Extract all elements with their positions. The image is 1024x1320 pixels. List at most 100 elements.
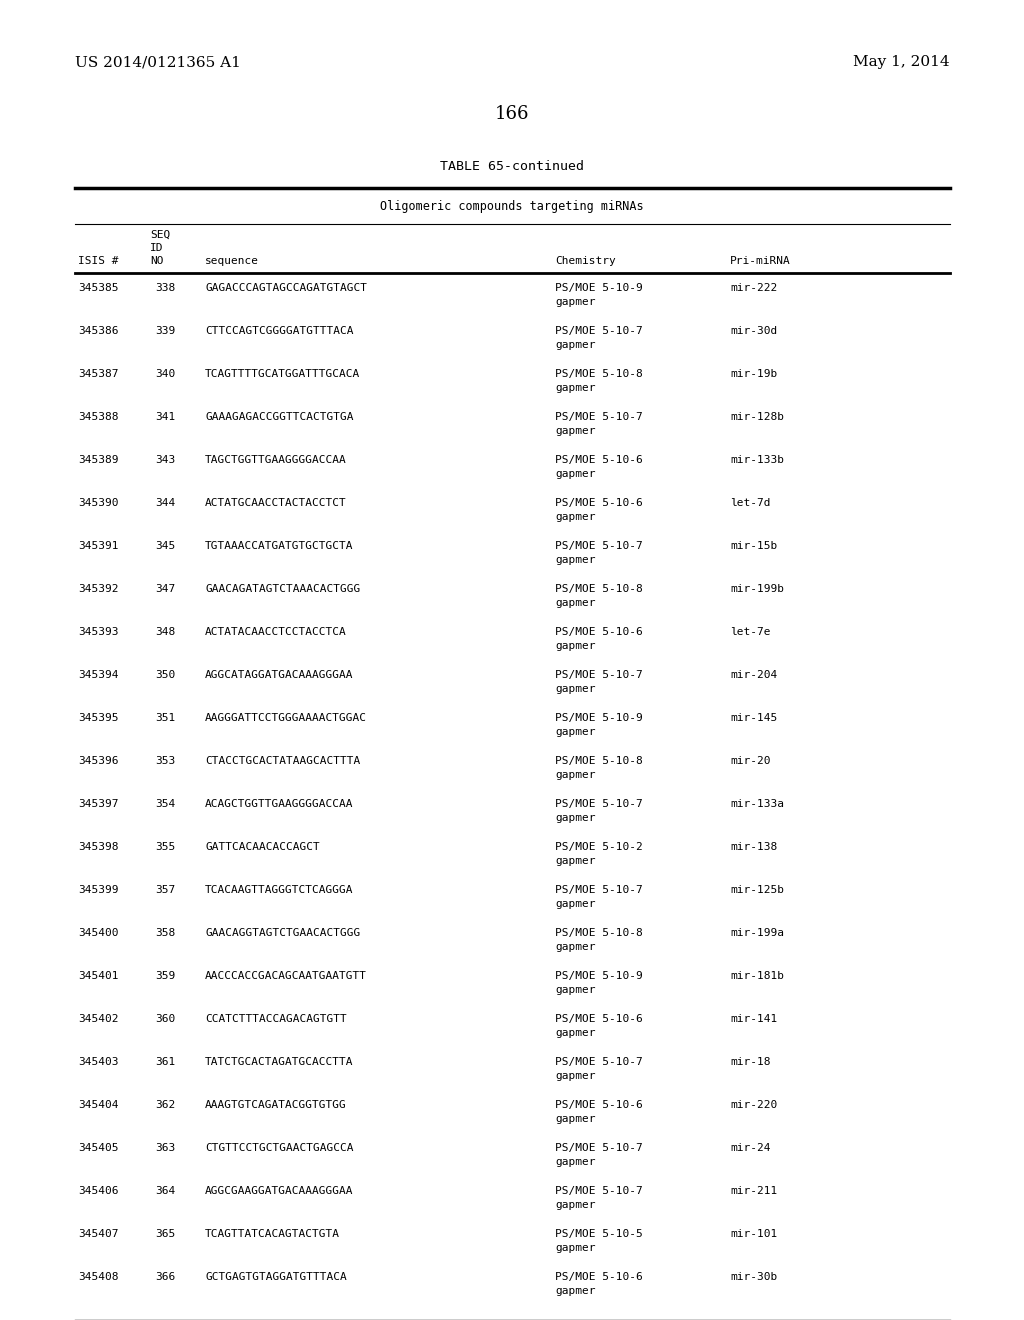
Text: GCTGAGTGTAGGATGTTTACA: GCTGAGTGTAGGATGTTTACA xyxy=(205,1272,347,1282)
Text: gapmer: gapmer xyxy=(555,341,596,350)
Text: PS/MOE 5-10-6: PS/MOE 5-10-6 xyxy=(555,1272,643,1282)
Text: 355: 355 xyxy=(155,842,175,851)
Text: PS/MOE 5-10-9: PS/MOE 5-10-9 xyxy=(555,282,643,293)
Text: mir-128b: mir-128b xyxy=(730,412,784,422)
Text: mir-220: mir-220 xyxy=(730,1100,777,1110)
Text: 345388: 345388 xyxy=(78,412,119,422)
Text: gapmer: gapmer xyxy=(555,1243,596,1253)
Text: PS/MOE 5-10-9: PS/MOE 5-10-9 xyxy=(555,713,643,723)
Text: 345387: 345387 xyxy=(78,370,119,379)
Text: 341: 341 xyxy=(155,412,175,422)
Text: gapmer: gapmer xyxy=(555,855,596,866)
Text: 363: 363 xyxy=(155,1143,175,1152)
Text: 344: 344 xyxy=(155,498,175,508)
Text: mir-15b: mir-15b xyxy=(730,541,777,550)
Text: TGTAAACCATGATGTGCTGCTA: TGTAAACCATGATGTGCTGCTA xyxy=(205,541,353,550)
Text: TCAGTTATCACAGTACTGTA: TCAGTTATCACAGTACTGTA xyxy=(205,1229,340,1239)
Text: 365: 365 xyxy=(155,1229,175,1239)
Text: PS/MOE 5-10-7: PS/MOE 5-10-7 xyxy=(555,541,643,550)
Text: 345403: 345403 xyxy=(78,1057,119,1067)
Text: 345396: 345396 xyxy=(78,756,119,766)
Text: sequence: sequence xyxy=(205,256,259,267)
Text: 345385: 345385 xyxy=(78,282,119,293)
Text: Pri-miRNA: Pri-miRNA xyxy=(730,256,791,267)
Text: GAACAGGTAGTCTGAACACTGGG: GAACAGGTAGTCTGAACACTGGG xyxy=(205,928,360,939)
Text: gapmer: gapmer xyxy=(555,1071,596,1081)
Text: gapmer: gapmer xyxy=(555,512,596,521)
Text: PS/MOE 5-10-7: PS/MOE 5-10-7 xyxy=(555,1143,643,1152)
Text: gapmer: gapmer xyxy=(555,426,596,436)
Text: gapmer: gapmer xyxy=(555,813,596,822)
Text: gapmer: gapmer xyxy=(555,985,596,995)
Text: 348: 348 xyxy=(155,627,175,638)
Text: gapmer: gapmer xyxy=(555,1200,596,1210)
Text: GATTCACAACACCAGCT: GATTCACAACACCAGCT xyxy=(205,842,319,851)
Text: mir-24: mir-24 xyxy=(730,1143,770,1152)
Text: mir-20: mir-20 xyxy=(730,756,770,766)
Text: mir-19b: mir-19b xyxy=(730,370,777,379)
Text: TABLE 65-continued: TABLE 65-continued xyxy=(440,160,584,173)
Text: GAACAGATAGTCTAAACACTGGG: GAACAGATAGTCTAAACACTGGG xyxy=(205,583,360,594)
Text: mir-125b: mir-125b xyxy=(730,884,784,895)
Text: 345398: 345398 xyxy=(78,842,119,851)
Text: 345408: 345408 xyxy=(78,1272,119,1282)
Text: gapmer: gapmer xyxy=(555,297,596,308)
Text: gapmer: gapmer xyxy=(555,554,596,565)
Text: 345391: 345391 xyxy=(78,541,119,550)
Text: GAAAGAGACCGGTTCACTGTGA: GAAAGAGACCGGTTCACTGTGA xyxy=(205,412,353,422)
Text: NO: NO xyxy=(150,256,164,267)
Text: 339: 339 xyxy=(155,326,175,337)
Text: 343: 343 xyxy=(155,455,175,465)
Text: 345389: 345389 xyxy=(78,455,119,465)
Text: PS/MOE 5-10-5: PS/MOE 5-10-5 xyxy=(555,1229,643,1239)
Text: gapmer: gapmer xyxy=(555,770,596,780)
Text: gapmer: gapmer xyxy=(555,942,596,952)
Text: AGGCGAAGGATGACAAAGGGAA: AGGCGAAGGATGACAAAGGGAA xyxy=(205,1185,353,1196)
Text: TAGCTGGTTGAAGGGGACCAA: TAGCTGGTTGAAGGGGACCAA xyxy=(205,455,347,465)
Text: mir-211: mir-211 xyxy=(730,1185,777,1196)
Text: 359: 359 xyxy=(155,972,175,981)
Text: 353: 353 xyxy=(155,756,175,766)
Text: mir-199a: mir-199a xyxy=(730,928,784,939)
Text: mir-30d: mir-30d xyxy=(730,326,777,337)
Text: PS/MOE 5-10-8: PS/MOE 5-10-8 xyxy=(555,583,643,594)
Text: CCATCTTTACCAGACAGTGTT: CCATCTTTACCAGACAGTGTT xyxy=(205,1014,347,1024)
Text: mir-145: mir-145 xyxy=(730,713,777,723)
Text: PS/MOE 5-10-2: PS/MOE 5-10-2 xyxy=(555,842,643,851)
Text: PS/MOE 5-10-8: PS/MOE 5-10-8 xyxy=(555,756,643,766)
Text: AACCCACCGACAGCAATGAATGTT: AACCCACCGACAGCAATGAATGTT xyxy=(205,972,367,981)
Text: 345405: 345405 xyxy=(78,1143,119,1152)
Text: ISIS #: ISIS # xyxy=(78,256,119,267)
Text: 345395: 345395 xyxy=(78,713,119,723)
Text: 347: 347 xyxy=(155,583,175,594)
Text: PS/MOE 5-10-9: PS/MOE 5-10-9 xyxy=(555,972,643,981)
Text: PS/MOE 5-10-7: PS/MOE 5-10-7 xyxy=(555,1057,643,1067)
Text: mir-133b: mir-133b xyxy=(730,455,784,465)
Text: PS/MOE 5-10-7: PS/MOE 5-10-7 xyxy=(555,326,643,337)
Text: CTACCTGCACTATAAGCACTTTA: CTACCTGCACTATAAGCACTTTA xyxy=(205,756,360,766)
Text: let-7d: let-7d xyxy=(730,498,770,508)
Text: mir-30b: mir-30b xyxy=(730,1272,777,1282)
Text: TCAGTTTTGCATGGATTTGCACA: TCAGTTTTGCATGGATTTGCACA xyxy=(205,370,360,379)
Text: 358: 358 xyxy=(155,928,175,939)
Text: PS/MOE 5-10-7: PS/MOE 5-10-7 xyxy=(555,671,643,680)
Text: 345397: 345397 xyxy=(78,799,119,809)
Text: GAGACCCAGTAGCCAGATGTAGCT: GAGACCCAGTAGCCAGATGTAGCT xyxy=(205,282,367,293)
Text: 354: 354 xyxy=(155,799,175,809)
Text: 345407: 345407 xyxy=(78,1229,119,1239)
Text: 360: 360 xyxy=(155,1014,175,1024)
Text: 351: 351 xyxy=(155,713,175,723)
Text: ACTATGCAACCTACTACCTCT: ACTATGCAACCTACTACCTCT xyxy=(205,498,347,508)
Text: 338: 338 xyxy=(155,282,175,293)
Text: 345404: 345404 xyxy=(78,1100,119,1110)
Text: gapmer: gapmer xyxy=(555,1028,596,1038)
Text: 345390: 345390 xyxy=(78,498,119,508)
Text: mir-181b: mir-181b xyxy=(730,972,784,981)
Text: gapmer: gapmer xyxy=(555,684,596,694)
Text: PS/MOE 5-10-6: PS/MOE 5-10-6 xyxy=(555,1014,643,1024)
Text: 345400: 345400 xyxy=(78,928,119,939)
Text: mir-204: mir-204 xyxy=(730,671,777,680)
Text: Oligomeric compounds targeting miRNAs: Oligomeric compounds targeting miRNAs xyxy=(380,201,644,213)
Text: PS/MOE 5-10-8: PS/MOE 5-10-8 xyxy=(555,370,643,379)
Text: PS/MOE 5-10-6: PS/MOE 5-10-6 xyxy=(555,1100,643,1110)
